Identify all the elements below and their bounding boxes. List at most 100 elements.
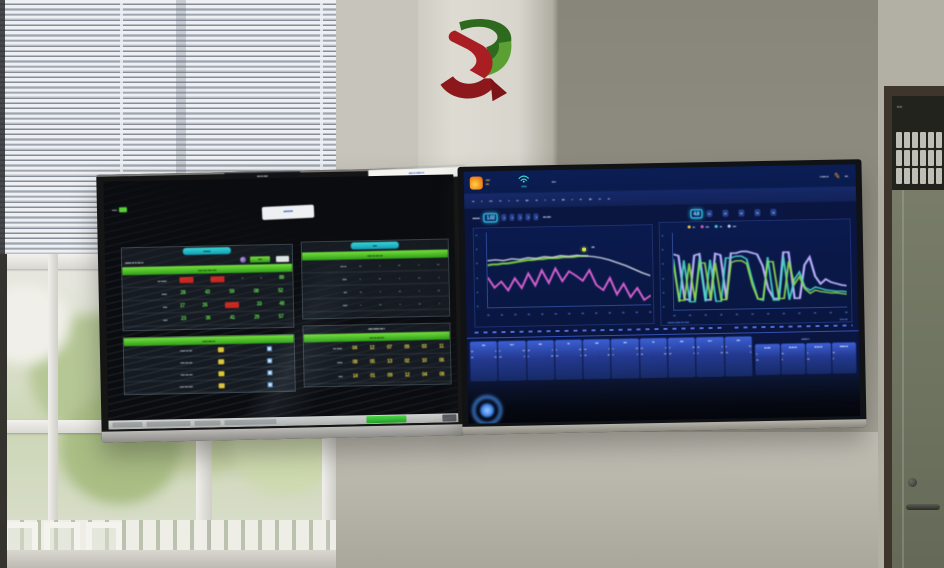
- header-extra-text: ▪▪▪: [844, 172, 848, 178]
- kpi-label: ▪▪ ▪: [707, 338, 712, 344]
- y-tick: ▪: [662, 247, 664, 253]
- mini-pill: ▪▪: [738, 209, 745, 217]
- value-cell: 13: [387, 358, 392, 365]
- value-cell: ▪: [399, 300, 401, 307]
- value-cell: 29: [254, 314, 260, 321]
- kpi-value: ▪: [551, 347, 553, 353]
- value-cell: 43: [204, 289, 210, 296]
- legend-label: ▪▪▪: [705, 224, 709, 230]
- kpi-sub-label: ▪▪: [470, 348, 474, 354]
- row-label: ▪▪▪▪ ▪▪▪-▪▪▪: [180, 371, 193, 378]
- kpi-tile: ▪▪▪ ▪ ▪▪ ▪ ▪: [611, 338, 640, 379]
- kpi-sub-label: ▪▪: [499, 354, 502, 360]
- toolbar-item: ●▪: [588, 196, 592, 202]
- row-cells: 04 12 07 09 03 11: [346, 343, 450, 351]
- x-tick: ▪▪: [514, 311, 517, 317]
- row-cells: [196, 370, 294, 377]
- chart1-caption: ▪▪▪ ▪▪▪▪: [542, 214, 551, 220]
- row-cells: 28 43 59 08 52: [171, 288, 293, 297]
- kpi-tile: ▪▪ ▪▪ ▪ ▪▪ ▪▪: [639, 337, 668, 379]
- value-cell: ▪: [418, 287, 420, 293]
- x-tick: ▪▪: [500, 312, 503, 318]
- blind-cord: [120, 0, 123, 254]
- kpi-row-b: ▪▪ ▪: [669, 350, 694, 355]
- x-tick: ▪▪: [751, 311, 754, 317]
- kpi-value: ▪▪: [579, 346, 582, 352]
- kpi-value: ▪: [807, 350, 809, 356]
- mini-pill: ▪▪: [754, 209, 761, 217]
- value-cell: 12: [404, 371, 410, 378]
- value-cell: 10: [421, 357, 427, 364]
- y-tick: ▪: [662, 275, 664, 281]
- blue-indicator: [267, 358, 273, 364]
- row-label: ▪▪▪▪▪: [337, 359, 343, 365]
- header-user-text: ▪ ▪▪▪▪ ▪▪: [819, 173, 829, 179]
- screen-app-logo: ▪▪▪▪▪: [112, 207, 128, 213]
- left-monitor-screen: ▪▪▪▪▪ ▪▪▪▪▪▪▪ ▪▪▪▪▪▪▪ ▪▪▪▪▪▪ ▪▪ ▪▪ ▪▪▪ ▪…: [103, 174, 459, 430]
- kpi-row-b: ▪ ▪▪: [528, 353, 553, 358]
- dashboard-footer: [467, 374, 861, 424]
- kpi-label: ▪▪: [567, 340, 570, 346]
- mini-pill: ▪: [517, 213, 523, 221]
- mini-pill: ▪: [533, 213, 539, 221]
- kpi-label: ▪▪ ▪: [509, 341, 514, 347]
- y-tick: ▪: [475, 232, 477, 238]
- kpi-tile: ▪▪ ▪ ▪▪ ▪▪ ▪: [554, 339, 583, 381]
- y-tick: ▪: [663, 303, 665, 309]
- window-mullion: [48, 254, 58, 568]
- y-tick: ▪: [662, 261, 664, 267]
- kpi-value: ▪: [608, 346, 610, 352]
- value-cell: 12: [369, 344, 375, 351]
- value-cell: 59: [229, 288, 235, 296]
- x-tick: ▪▪: [541, 311, 544, 317]
- row-cells: 23 36 41 29 57: [171, 314, 293, 323]
- kpi-sub-label: ▪▪: [471, 354, 474, 360]
- kpi-value: ▪: [636, 351, 638, 357]
- kpi-value: ▪: [495, 348, 497, 354]
- panel-measurements: ▪▪▪▪ ▪▪▪▪▪▪ ▪▪▪ ▪ ▪▪▪ ▪▪▪ ▪▪▪ ▪▪▪ ▪▪▪ ▪▪…: [302, 322, 452, 388]
- kpi-row-b: ▪▪ ▪: [499, 354, 524, 359]
- kpi-sub-label: ▪▪: [584, 352, 587, 358]
- kpi-tile: ▪▪▪▪▪-▪▪ ▪▪ ▪: [831, 342, 857, 374]
- door-label: ▪▪ ▪▪: [897, 104, 902, 109]
- white-line: [487, 254, 651, 277]
- chart2-footer-right: ▪▪▪▪ ▪▪▪: [839, 316, 848, 322]
- value-cell: 02: [404, 357, 410, 364]
- y-tick: ▪: [662, 289, 664, 295]
- kpi-row-b: ▪ ▪: [613, 351, 638, 356]
- row-cells: [197, 382, 295, 389]
- x-tick: ▪▪: [673, 312, 676, 318]
- table-row: ▪▪▪▪ ▪▪▪-▪▪▪▪: [124, 378, 295, 395]
- yellow-indicator: [218, 383, 225, 389]
- marker-label: ▪▪▪: [591, 243, 595, 249]
- window-sill: [0, 550, 336, 568]
- value-cell: 17: [179, 303, 185, 310]
- white-badge: [275, 255, 290, 263]
- kpi-row-a: ▪ ▪▪: [669, 344, 694, 349]
- toolbar-item: ▪▪▪: [489, 198, 493, 204]
- door-edge-line: [902, 190, 904, 568]
- panel-d-rows: ▪▪▪ ▪▪▪▪▪ 04 12 07 09 03 11: [303, 339, 451, 385]
- left-monitor: ▪▪▪ ▪▪ ▪▪▪▪ ▪▪▪▪ ▪▪ ▪▪▪▪▪ ▪▪ ▪▪▪▪▪ ▪▪▪▪▪…: [96, 166, 466, 443]
- legend-dot: [700, 225, 704, 229]
- nav-menu-item: ▪▪ ▪: [551, 178, 556, 184]
- dashboard-header: ▪▪▪▪ ▪▪▪ ▪▪▪▪▪ ▪▪ ▪ ▪ ▪▪▪▪ ▪▪ ✎ ▪▪▪: [463, 164, 856, 194]
- kpi-tile: ▪▪▪ ▪▪ ▪ ▪ ▪▪: [526, 340, 555, 381]
- kpi-value: ▪▪: [832, 349, 835, 355]
- kpi-row-a: ▪▪: [782, 350, 805, 356]
- value-cell: 08: [253, 288, 259, 295]
- yellow-indicator: [217, 359, 224, 365]
- value-cell: 08: [352, 358, 358, 366]
- kpi-label: ▪▪▪: [623, 339, 627, 345]
- kpi-row-a: ▪: [807, 350, 830, 355]
- value-cell: ▪▪: [418, 274, 421, 280]
- legend-item: ▪▪: [714, 224, 722, 229]
- value-cell: ▪: [260, 275, 262, 282]
- value-cell: [224, 301, 240, 309]
- row-cells: ▪ ▪▪ ▪ ▪▪ ▪: [351, 300, 449, 307]
- kpi-row-b: ▪▪: [807, 356, 830, 361]
- row-label: ▪▪▪ ▪▪▪▪▪: [333, 345, 342, 351]
- kpi-tile: ▪▪▪ ▪ ▪▪ ▪▪ ▪: [724, 336, 753, 377]
- kpi-sub-label: ▪: [725, 343, 727, 349]
- value-cell: 33: [256, 301, 262, 308]
